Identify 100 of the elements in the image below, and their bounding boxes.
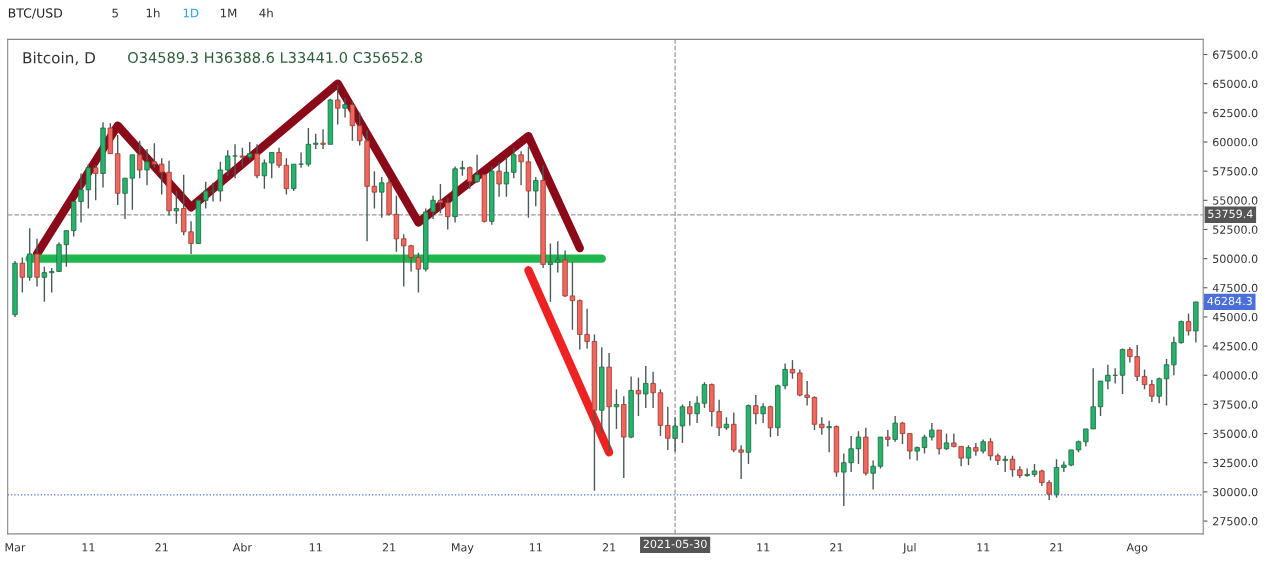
candlestick bbox=[987, 437, 994, 462]
y-tick-label: 65000.0 bbox=[1213, 79, 1258, 89]
candlestick bbox=[19, 256, 26, 294]
candlestick bbox=[342, 96, 348, 119]
candlestick bbox=[885, 429, 891, 448]
candlestick bbox=[569, 261, 576, 331]
candlestick bbox=[870, 459, 876, 491]
candlestick bbox=[151, 142, 158, 169]
candlestick bbox=[210, 182, 216, 203]
candlestick bbox=[826, 420, 832, 453]
y-tick-label: 40000.0 bbox=[1212, 371, 1258, 380]
x-tick-label: 11 bbox=[82, 543, 95, 552]
candlestick bbox=[1141, 368, 1148, 390]
y-tick-label: 55000.0 bbox=[1213, 196, 1258, 205]
candlestick bbox=[298, 151, 304, 169]
candlestick bbox=[965, 444, 972, 466]
x-tick-label: 21 bbox=[155, 543, 168, 552]
candlestick bbox=[921, 434, 928, 455]
candlestick bbox=[445, 197, 451, 231]
y-tick-label: 50000.0 bbox=[1213, 254, 1258, 264]
y-tick-label: 67500.0 bbox=[1213, 50, 1258, 59]
candlestick bbox=[547, 242, 554, 303]
text: 1D bbox=[183, 8, 199, 18]
x-tick-label: Jul bbox=[902, 542, 916, 554]
candlestick bbox=[269, 151, 275, 179]
x-tick-label: 11 bbox=[529, 543, 542, 552]
candlestick bbox=[254, 143, 260, 179]
candlestick bbox=[1009, 455, 1016, 478]
candlestick bbox=[41, 266, 48, 303]
candlestick bbox=[239, 147, 246, 168]
x-tick-label: 21 bbox=[602, 543, 616, 552]
y-tick-label: 45000.0 bbox=[1212, 312, 1258, 322]
x-tick-label: 21 bbox=[830, 543, 843, 552]
candlestick bbox=[672, 416, 678, 453]
candlestick bbox=[892, 415, 898, 443]
candlestick bbox=[753, 394, 759, 425]
candlestick bbox=[511, 147, 517, 179]
y-tick-label: 47500.0 bbox=[1212, 283, 1258, 293]
candlestick bbox=[1156, 376, 1162, 404]
candlestick bbox=[1002, 455, 1008, 473]
candlestick bbox=[1163, 358, 1170, 407]
y-tick-label: 52500.0 bbox=[1213, 225, 1258, 234]
x-tick-label: 21 bbox=[1050, 543, 1063, 552]
candlestick bbox=[34, 238, 40, 288]
candlestick bbox=[335, 84, 341, 126]
y-tick-label: 32500.0 bbox=[1213, 458, 1258, 468]
candlestick bbox=[173, 190, 180, 225]
candlestick bbox=[533, 176, 539, 207]
x-tick-label: 21 bbox=[382, 543, 396, 552]
candlestick bbox=[907, 432, 913, 460]
candlestick bbox=[635, 376, 642, 417]
candlestick bbox=[1024, 467, 1030, 478]
y-tick-label: 35000.0 bbox=[1213, 429, 1258, 438]
candlestick bbox=[665, 406, 671, 451]
candlestick bbox=[650, 371, 656, 409]
y-tick-label: 57500.0 bbox=[1213, 167, 1258, 176]
candlestick bbox=[760, 402, 766, 424]
candlestick bbox=[261, 158, 268, 190]
x-tick-label: Mar bbox=[5, 543, 26, 552]
text: 1M bbox=[220, 8, 237, 18]
x-tick-label: 11 bbox=[757, 543, 770, 552]
text: 4h bbox=[259, 8, 273, 18]
candlestick bbox=[474, 154, 480, 184]
text: 5 bbox=[112, 8, 118, 18]
x-tick-label: Ago bbox=[1126, 543, 1148, 554]
x-tick-label: May bbox=[452, 543, 474, 554]
y-tick-label: 60000.0 bbox=[1213, 137, 1258, 147]
candlestick bbox=[1105, 364, 1111, 390]
candlestick bbox=[789, 359, 796, 380]
candlestick bbox=[232, 143, 238, 179]
candlestick bbox=[701, 381, 708, 409]
chart-title: BTC/USD bbox=[8, 8, 63, 19]
candlestick bbox=[936, 429, 942, 456]
candlestick bbox=[217, 161, 224, 203]
candlestick bbox=[93, 164, 99, 202]
y-tick-label: 37500.0 bbox=[1213, 400, 1258, 409]
candlestick bbox=[643, 365, 649, 409]
candlestick bbox=[203, 180, 209, 210]
ref-line-label: 53759.4 bbox=[1208, 209, 1253, 218]
candlestick bbox=[379, 176, 385, 219]
y-tick-label: 62500.0 bbox=[1213, 108, 1258, 118]
candlestick bbox=[1185, 312, 1192, 337]
candlestick bbox=[767, 404, 774, 438]
x-tick-label: 11 bbox=[309, 543, 322, 552]
candlestick bbox=[26, 227, 33, 282]
x-tick-label: 11 bbox=[977, 543, 990, 552]
candlestick bbox=[437, 183, 444, 214]
text: Bitcoin, D bbox=[23, 51, 95, 66]
candlestick bbox=[679, 403, 686, 444]
y-tick-label: 42500.0 bbox=[1212, 342, 1258, 351]
annotation: 46284.3 bbox=[1207, 296, 1252, 306]
candlestick bbox=[555, 240, 561, 274]
candlestick bbox=[914, 445, 920, 462]
candlestick bbox=[349, 100, 356, 142]
candlestick bbox=[467, 165, 473, 190]
candlestick bbox=[305, 127, 312, 168]
candlestick bbox=[496, 161, 502, 198]
candlestick bbox=[819, 416, 825, 436]
candlestick bbox=[687, 400, 693, 427]
candlestick bbox=[518, 150, 524, 186]
